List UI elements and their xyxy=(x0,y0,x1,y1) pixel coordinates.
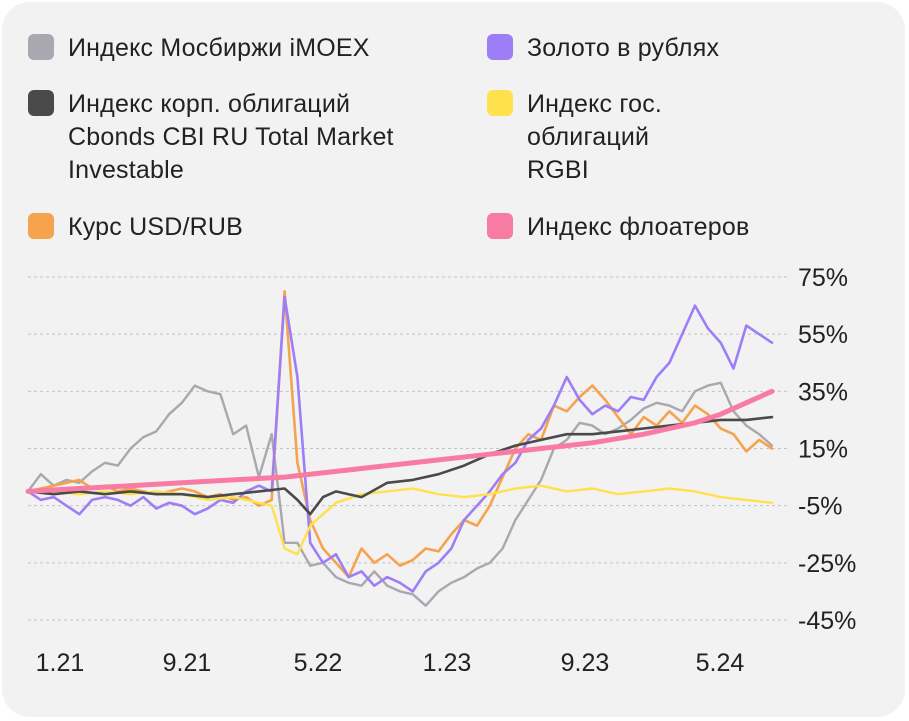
y-axis-ticks: 75% 55% 35% 15% -5% -25% -45% xyxy=(798,264,856,635)
legend-item-imoex: Индекс Мосбиржи iMOEX xyxy=(28,32,370,65)
y-tick-label: -25% xyxy=(798,550,856,578)
gridlines xyxy=(28,276,790,621)
series-gold xyxy=(26,295,774,593)
x-tick-label: 1.23 xyxy=(423,649,472,677)
legend-swatch-corp-bonds xyxy=(28,90,54,116)
y-tick-label: -5% xyxy=(798,493,842,521)
legend-item-corp-bonds: Индекс корп. облигаций Cbonds CBI RU Tot… xyxy=(28,88,448,187)
legend-item-gold: Золото в рублях xyxy=(487,32,719,65)
x-tick-label: 9.23 xyxy=(561,649,610,677)
y-tick-label: -45% xyxy=(798,607,856,635)
legend-label-imoex: Индекс Мосбиржи iMOEX xyxy=(68,34,370,62)
y-tick-label: 75% xyxy=(798,264,848,292)
y-tick-label: 55% xyxy=(798,321,848,349)
x-tick-label: 1.21 xyxy=(36,649,85,677)
series-floaters xyxy=(25,388,775,494)
legend-label-floaters: Индекс флоатеров xyxy=(527,213,750,241)
x-tick-label: 5.22 xyxy=(294,649,343,677)
y-tick-label: 15% xyxy=(798,436,848,464)
legend-item-rgbi: Индекс гос. облигаций RGBI xyxy=(487,88,707,187)
legend-swatch-usdrub xyxy=(28,213,54,239)
legend-label-rgbi: Индекс гос. облигаций RGBI xyxy=(527,90,663,184)
x-axis-ticks: 1.21 9.21 5.22 1.23 9.23 5.24 xyxy=(36,649,745,677)
legend-label-gold: Золото в рублях xyxy=(527,34,720,62)
legend-item-usdrub: Курс USD/RUB xyxy=(28,211,243,244)
series-rgbi xyxy=(26,484,774,556)
legend-swatch-floaters xyxy=(487,213,513,239)
y-tick-label: 35% xyxy=(798,378,848,406)
legend-swatch-rgbi xyxy=(487,90,513,116)
legend-item-floaters: Индекс флоатеров xyxy=(487,211,749,244)
legend-swatch-gold xyxy=(487,34,513,60)
x-tick-label: 9.21 xyxy=(163,649,212,677)
legend-label-usdrub: Курс USD/RUB xyxy=(68,213,244,241)
series-corp-bonds xyxy=(26,415,774,516)
series-lines xyxy=(25,290,775,607)
legend: Индекс Мосбиржи iMOEX Золото в рублях Ин… xyxy=(2,2,905,262)
series-imoex xyxy=(26,381,774,607)
legend-label-corp-bonds: Индекс корп. облигаций Cbonds CBI RU Tot… xyxy=(68,90,394,184)
x-tick-label: 5.24 xyxy=(696,649,745,677)
legend-swatch-imoex xyxy=(28,34,54,60)
